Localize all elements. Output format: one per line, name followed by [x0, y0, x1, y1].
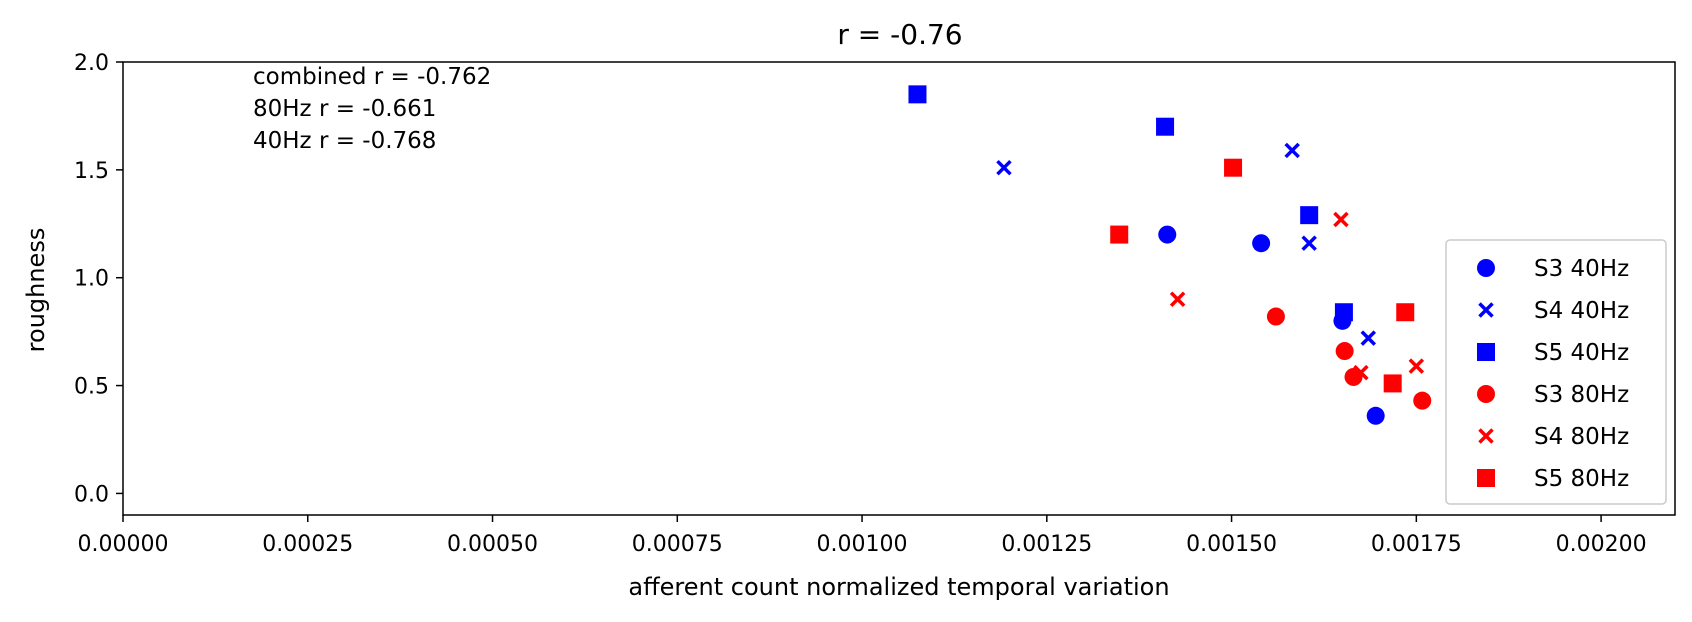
point-x-series-1-2 — [1301, 235, 1317, 251]
point-x-series-4-2 — [1353, 364, 1369, 381]
point-square-series-2-0 — [908, 85, 927, 104]
legend-marker-circle — [1477, 385, 1495, 403]
point-x-series-4-3 — [1408, 358, 1425, 374]
y-axis-label: roughness — [22, 228, 50, 353]
x-tick-label: 0.00200 — [1556, 532, 1647, 557]
x-axis: 0.00000 0.00025 0.00050 0.00075 0.00100 0.001… — [78, 515, 1647, 557]
y-tick-label: 1.5 — [74, 159, 109, 184]
x-tick-label: 0.00000 — [78, 532, 169, 557]
point-x-series-4-0 — [1169, 291, 1186, 308]
y-tick-label: 0.5 — [74, 375, 109, 400]
point-x-series-1-1 — [1284, 142, 1300, 159]
x-tick-label: 0.00025 — [262, 532, 353, 557]
point-circle-series-3-2 — [1344, 367, 1363, 386]
legend-marker-square — [1477, 469, 1495, 487]
point-circle-series-3-3 — [1413, 391, 1432, 410]
point-x-series-1-3 — [1360, 330, 1377, 346]
legend-label: S3 80Hz — [1534, 382, 1629, 408]
point-circle-series-0-1 — [1252, 234, 1271, 253]
point-square-series-2-2 — [1300, 206, 1319, 225]
x-tick-label: 0.00150 — [1186, 532, 1277, 557]
correlation-annotations: combined r = -0.762 80Hz r = -0.661 40Hz r… — [253, 64, 491, 154]
point-square-series-5-1 — [1224, 158, 1243, 177]
data-points — [908, 85, 1432, 425]
y-tick-label: 0.0 — [74, 482, 109, 507]
legend-label: S3 40Hz — [1534, 256, 1629, 282]
plot-frame — [122, 61, 1676, 516]
x-tick-label: 0.00075 — [632, 532, 723, 557]
x-tick-label: 0.00100 — [817, 532, 908, 557]
legend-label: S5 40Hz — [1534, 340, 1629, 366]
correlation-annotation: 40Hz r = -0.768 — [253, 128, 436, 154]
point-square-series-5-0 — [1110, 225, 1129, 244]
legend-marker-circle — [1477, 259, 1495, 277]
chart-title: r = -0.76 — [837, 18, 962, 51]
legend-label: S4 40Hz — [1534, 298, 1629, 324]
y-tick-label: 2.0 — [74, 51, 109, 76]
point-circle-series-0-0 — [1158, 225, 1177, 244]
x-tick-label: 0.00125 — [1001, 532, 1092, 557]
legend-label: S4 80Hz — [1534, 424, 1629, 450]
legend-label: S5 80Hz — [1534, 466, 1629, 492]
point-square-series-5-2 — [1383, 374, 1402, 393]
point-x-series-4-1 — [1333, 211, 1349, 228]
point-circle-series-3-0 — [1266, 307, 1285, 326]
correlation-annotation: 80Hz r = -0.661 — [253, 96, 436, 122]
legend-marker-x — [1478, 428, 1494, 444]
point-square-series-2-3 — [1334, 303, 1353, 322]
point-x-series-1-0 — [996, 159, 1012, 176]
x-tick-label: 0.00050 — [447, 532, 538, 557]
y-axis: 0.0 0.5 1.0 1.5 2.0 — [74, 51, 123, 507]
legend-marker-x — [1478, 302, 1494, 318]
correlation-annotation: combined r = -0.762 — [253, 64, 491, 90]
y-tick-label: 1.0 — [74, 267, 109, 292]
point-square-series-5-3 — [1396, 303, 1415, 322]
legend-marker-square — [1477, 343, 1495, 361]
x-tick-label: 0.00175 — [1371, 532, 1462, 557]
legend-box — [1445, 239, 1667, 505]
point-circle-series-3-1 — [1335, 342, 1354, 361]
x-axis-label: afferent count normalized temporal varia… — [628, 573, 1169, 601]
legend: S3 40Hz S4 40Hz S5 40Hz S3 80Hz S4 80Hz S5 80… — [1445, 239, 1667, 505]
point-circle-series-0-3 — [1366, 406, 1385, 425]
point-square-series-2-1 — [1156, 117, 1175, 136]
